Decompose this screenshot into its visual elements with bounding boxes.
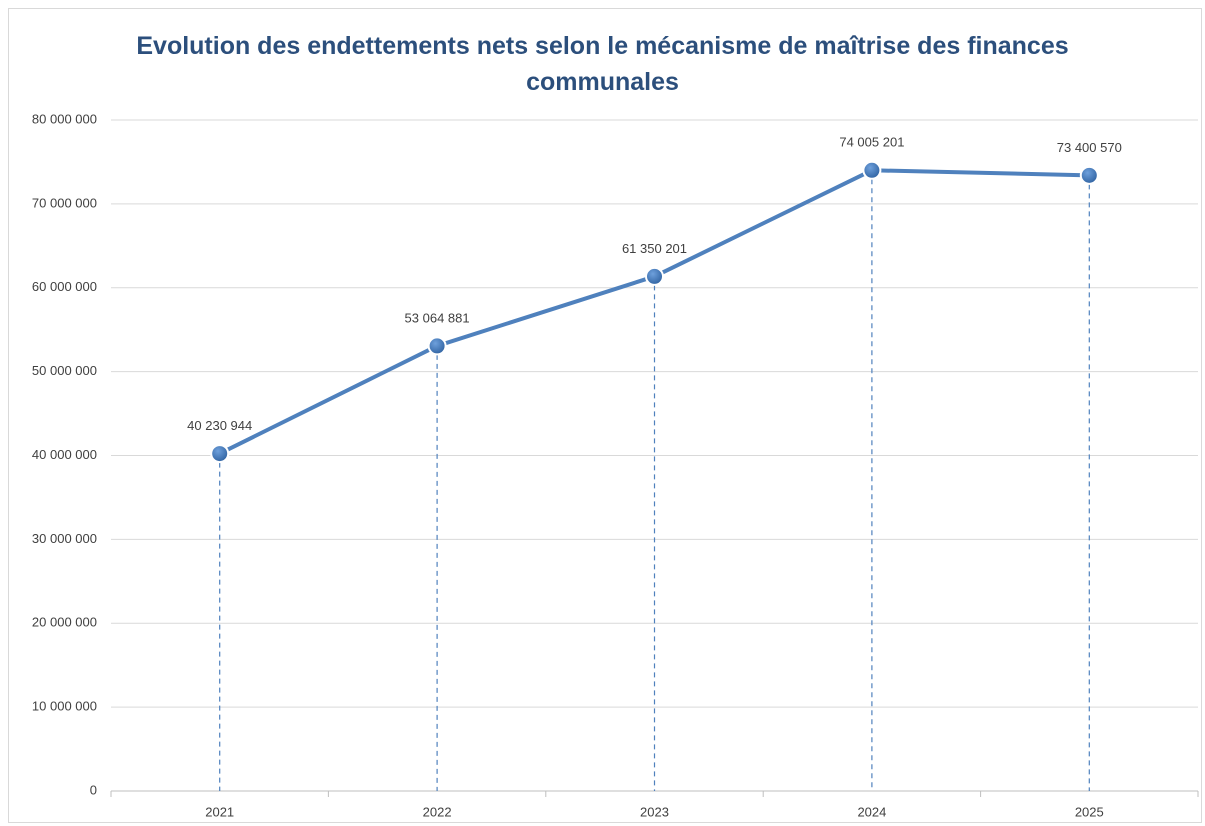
- data-label: 40 230 944: [187, 418, 252, 433]
- series-line: [218, 168, 1090, 456]
- data-label: 74 005 201: [839, 135, 904, 150]
- x-tick-label: 2025: [1075, 804, 1104, 819]
- x-tick-label: 2023: [640, 804, 669, 819]
- y-tick-label: 40 000 000: [32, 447, 97, 462]
- x-tick-label: 2022: [423, 804, 452, 819]
- y-tick-label: 0: [90, 782, 97, 797]
- y-tick-label: 60 000 000: [32, 279, 97, 294]
- chart-border: [8, 8, 1202, 823]
- data-point: [210, 444, 230, 464]
- data-point: [862, 160, 882, 180]
- x-tick-label: 2021: [205, 804, 234, 819]
- data-point: [427, 336, 447, 356]
- x-tick-label: 2024: [857, 804, 886, 819]
- y-tick-label: 30 000 000: [32, 531, 97, 546]
- y-tick-label: 70 000 000: [32, 195, 97, 210]
- data-label: 73 400 570: [1057, 140, 1122, 155]
- data-label: 61 350 201: [622, 241, 687, 256]
- data-point: [1079, 165, 1099, 185]
- chart-title: Evolution des endettements nets selon le…: [136, 32, 1069, 96]
- data-label: 53 064 881: [405, 310, 470, 325]
- y-tick-label: 50 000 000: [32, 363, 97, 378]
- y-tick-label: 20 000 000: [32, 615, 97, 630]
- y-tick-label: 80 000 000: [32, 111, 97, 126]
- data-point: [645, 266, 664, 286]
- y-tick-label: 10 000 000: [32, 699, 97, 714]
